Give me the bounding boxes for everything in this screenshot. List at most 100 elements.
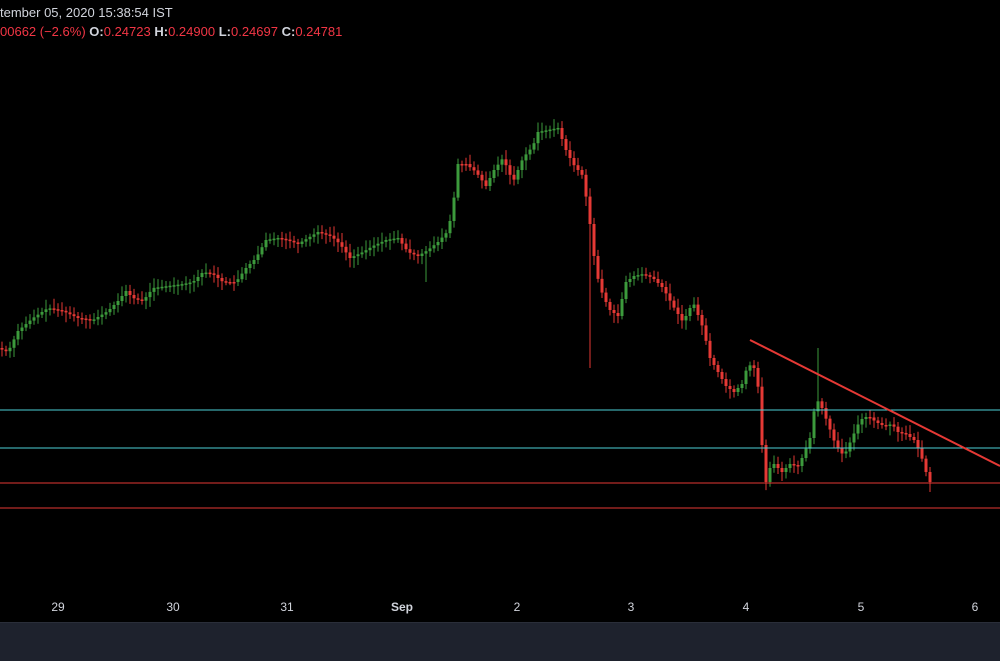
close-value: 0.24781 — [295, 24, 343, 39]
candle-body — [852, 433, 856, 443]
candle-body — [684, 316, 688, 321]
candle-body — [752, 365, 756, 368]
candle-body — [196, 277, 200, 281]
x-tick-label: 6 — [971, 600, 979, 614]
candle-body — [332, 235, 336, 239]
candle-body — [808, 438, 812, 449]
candle-body — [672, 300, 676, 308]
candle-body — [772, 464, 776, 468]
candle-body — [516, 170, 520, 180]
candle-body — [484, 180, 488, 186]
candle-body — [228, 282, 232, 284]
candle-body — [372, 245, 376, 248]
candle-body — [348, 252, 352, 258]
candle-body — [592, 224, 596, 256]
candle-body — [524, 154, 528, 161]
candle-body — [820, 401, 824, 408]
candle-body — [404, 243, 408, 250]
candle-body — [172, 285, 176, 287]
candle-body — [720, 372, 724, 379]
candle-body — [284, 238, 288, 241]
trendline — [749, 339, 1000, 467]
x-tick-label: 2 — [513, 600, 521, 614]
candle-body — [704, 325, 708, 341]
candle-body — [100, 314, 104, 317]
open-value: 0.24723 — [103, 24, 151, 39]
candle-body — [708, 340, 712, 358]
candle-body — [760, 386, 764, 445]
candle-body — [0, 348, 4, 350]
candle-body — [716, 365, 720, 372]
x-tick-label: 5 — [857, 600, 865, 614]
high-label: H: — [154, 24, 169, 39]
candle-body — [740, 384, 744, 388]
candle-body — [396, 238, 400, 240]
x-tick-label: 3 — [627, 600, 635, 614]
candle-body — [832, 429, 836, 441]
candle-body — [416, 254, 420, 256]
high-value: 0.24900 — [168, 24, 216, 39]
candle-body — [352, 256, 356, 258]
candle-body — [208, 272, 212, 275]
candle-body — [792, 464, 796, 466]
candle-body — [576, 165, 580, 170]
candle-body — [788, 464, 792, 468]
candle-body — [140, 299, 144, 301]
candle-body — [232, 282, 236, 284]
candle-body — [360, 252, 364, 255]
legend-datetime: tember 05, 2020 15:38:54 IST — [0, 5, 173, 20]
candle-body — [732, 389, 736, 392]
candle-body — [748, 365, 752, 371]
candle-body — [580, 170, 584, 175]
candle-body — [36, 314, 40, 318]
candle-body — [496, 164, 500, 170]
candle-body — [608, 302, 612, 310]
candle-body — [628, 279, 632, 282]
candle-body — [652, 276, 656, 279]
candle-body — [20, 327, 24, 331]
candle-body — [304, 239, 308, 242]
candle-body — [656, 279, 660, 283]
candle-body — [384, 240, 388, 242]
candle-body — [848, 442, 852, 452]
candle-body — [168, 285, 172, 288]
x-tick-label: 30 — [166, 600, 180, 614]
candle-body — [532, 143, 536, 150]
candle-body — [552, 128, 556, 131]
candle-body — [596, 256, 600, 279]
candle-body — [160, 286, 164, 289]
candle-body — [864, 417, 868, 419]
candle-body — [744, 370, 748, 384]
candle-body — [812, 411, 816, 438]
candle-body — [448, 221, 452, 234]
candle-body — [512, 174, 516, 180]
datetime-text: tember 05, 2020 15:38:54 IST — [0, 5, 173, 20]
candle-body — [364, 250, 368, 253]
candle-body — [52, 308, 56, 310]
candle-body — [412, 252, 416, 255]
candle-body — [920, 448, 924, 459]
candle-body — [480, 174, 484, 181]
candle-body — [660, 283, 664, 287]
candle-body — [80, 318, 84, 320]
candle-body — [216, 274, 220, 278]
candle-body — [320, 232, 324, 234]
time-axis[interactable]: 29 30 31 Sep 2 3 4 5 6 — [0, 594, 1000, 622]
candle-body — [236, 279, 240, 282]
candle-body — [508, 165, 512, 175]
candle-body — [736, 388, 740, 392]
candle-body — [324, 233, 328, 235]
price-chart[interactable] — [0, 46, 1000, 594]
candle-body — [828, 418, 832, 430]
candle-body — [668, 293, 672, 301]
candle-body — [548, 129, 552, 132]
candle-body — [388, 239, 392, 241]
candle-body — [300, 241, 304, 244]
candle-body — [56, 309, 60, 311]
candle-body — [756, 368, 760, 387]
candle-body — [900, 432, 904, 434]
candle-body — [916, 440, 920, 448]
candle-body — [400, 238, 404, 244]
candle-body — [636, 275, 640, 277]
candle-body — [472, 167, 476, 171]
